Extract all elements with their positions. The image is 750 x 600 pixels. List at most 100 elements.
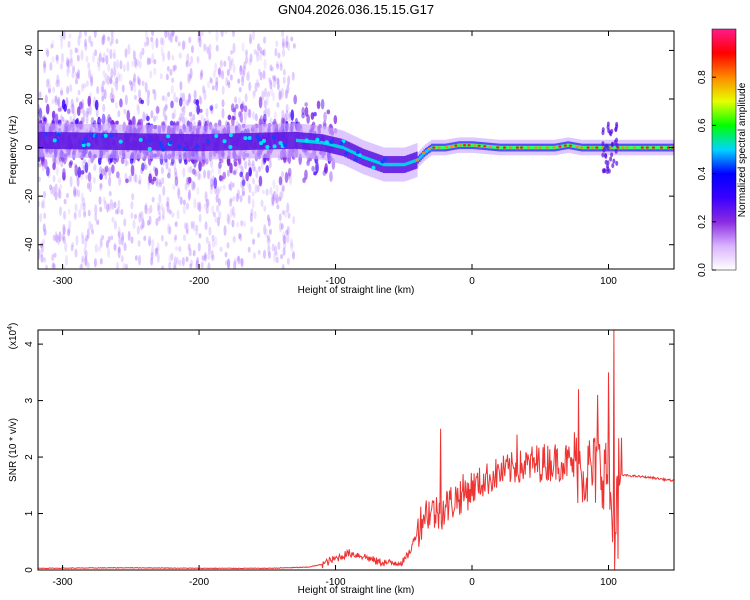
noise-speckle (277, 52, 281, 59)
ridge-core (257, 132, 259, 150)
noise-speckle (168, 254, 172, 265)
ridge-spread (606, 121, 610, 127)
ridge-bright (303, 139, 306, 143)
noise-speckle (153, 89, 157, 101)
noise-speckle (144, 204, 148, 215)
noise-speckle (203, 44, 207, 51)
noise-speckle (74, 187, 78, 197)
noise-speckle (195, 224, 199, 231)
spectrogram-x-tick-label: -300 (53, 276, 73, 287)
noise-speckle (190, 220, 194, 229)
ridge-bright (512, 145, 514, 150)
ridge-core (102, 132, 105, 150)
ridge-core (65, 132, 67, 150)
ridge-bright (419, 156, 421, 160)
noise-speckle (169, 32, 173, 43)
noise-speckle (219, 185, 223, 191)
noise-speckle (172, 184, 176, 190)
noise-speckle (195, 99, 200, 106)
noise-speckle (66, 59, 70, 68)
noise-speckle (245, 72, 249, 81)
ridge-core (99, 132, 102, 150)
noise-speckle (254, 82, 258, 93)
noise-speckle (198, 201, 202, 213)
noise-speckle (130, 201, 134, 210)
ridge-core (39, 131, 42, 149)
noise-speckle (232, 63, 236, 74)
noise-speckle (301, 112, 305, 119)
ridge-core (45, 131, 48, 149)
noise-speckle (252, 177, 256, 185)
ridge-bright (590, 145, 592, 150)
ridge-core (234, 133, 237, 151)
noise-speckle (232, 212, 236, 219)
ridge-core (236, 133, 238, 151)
noise-speckle (110, 203, 114, 210)
ridge-peak (563, 144, 567, 147)
noise-speckle (279, 90, 283, 101)
ridge-bright (543, 145, 546, 150)
noise-speckle (52, 86, 56, 93)
noise-speckle (187, 166, 191, 174)
noise-speckle (282, 231, 286, 242)
noise-speckle (286, 202, 290, 214)
noise-speckle (129, 174, 133, 183)
noise-speckle (108, 166, 112, 177)
noise-speckle (240, 220, 244, 227)
ridge-bright (369, 157, 372, 162)
ridge-spread (610, 152, 614, 158)
noise-speckle (72, 110, 76, 119)
ridge-blob (206, 138, 211, 143)
noise-speckle (210, 168, 214, 174)
ridge-blob (259, 141, 264, 146)
noise-speckle (161, 265, 165, 269)
ridge-blob (262, 138, 267, 143)
noise-speckle (271, 243, 275, 252)
noise-speckle (172, 64, 176, 72)
noise-speckle (173, 256, 177, 267)
spectrogram-y-tick-label: 20 (24, 93, 35, 105)
noise-speckle (285, 35, 289, 46)
ridge-core (59, 132, 61, 150)
noise-speckle (191, 180, 195, 191)
noise-speckle (217, 68, 221, 76)
noise-speckle (242, 65, 246, 76)
ridge-core (240, 133, 243, 151)
ridge-peak (427, 147, 431, 151)
noise-speckle (249, 33, 253, 45)
noise-speckle (127, 44, 131, 55)
noise-speckle (147, 219, 151, 226)
noise-speckle (155, 114, 159, 121)
ridge-bright (413, 159, 415, 163)
noise-speckle (154, 247, 158, 257)
noise-speckle (290, 36, 294, 42)
ridge-bright (378, 161, 381, 165)
ridge-core (270, 132, 273, 150)
noise-speckle (109, 92, 113, 101)
noise-speckle (171, 31, 175, 37)
ridge-core (228, 133, 231, 151)
noise-speckle (115, 38, 119, 45)
noise-speckle (186, 53, 190, 64)
noise-speckle (41, 238, 45, 245)
ridge-bright (422, 153, 424, 157)
noise-speckle (99, 165, 103, 176)
noise-speckle (85, 80, 89, 87)
noise-speckle (89, 73, 93, 83)
noise-speckle (101, 95, 105, 102)
noise-speckle (85, 55, 89, 63)
ridge-bright (317, 140, 319, 144)
ridge-bright (630, 145, 633, 150)
ridge-bright (386, 162, 388, 167)
noise-speckle (157, 106, 161, 114)
noise-speckle (252, 238, 256, 245)
noise-speckle (182, 116, 186, 127)
noise-speckle (67, 67, 71, 74)
ridge-bright (435, 145, 438, 150)
noise-speckle (44, 94, 48, 104)
noise-speckle (61, 116, 65, 122)
ridge-core (275, 132, 277, 150)
noise-speckle (112, 48, 116, 56)
noise-speckle (101, 36, 105, 46)
noise-speckle (192, 249, 196, 257)
